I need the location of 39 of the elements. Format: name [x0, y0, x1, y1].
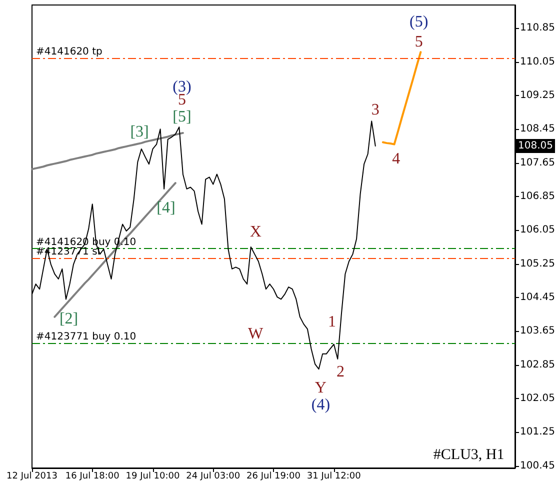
annotation: 4 — [392, 150, 400, 168]
annotation: Y — [314, 380, 327, 396]
annotation: 108.05 — [518, 140, 554, 152]
annotation: [3] — [130, 124, 149, 140]
annotation: W — [248, 326, 264, 342]
annotation: (4) — [311, 396, 330, 414]
y-tick-label: 105.25 — [520, 258, 556, 270]
y-tick-label: 110.05 — [520, 56, 556, 68]
annotation: 5 — [414, 34, 423, 50]
y-tick-label: 106.05 — [520, 224, 556, 236]
ref-line-label: #4141620 tp — [36, 46, 102, 58]
y-tick-label: 104.45 — [520, 292, 556, 304]
y-tick-label: 107.65 — [520, 157, 556, 168]
annotation: (5) — [409, 14, 428, 30]
x-tick-label: 31 Jul 12:00 — [306, 472, 362, 482]
x-tick-label: 26 Jul 19:00 — [246, 472, 301, 482]
annotation: 2 — [336, 364, 345, 380]
x-tick-label: 16 Jul 18:00 — [65, 472, 120, 482]
line-series — [382, 51, 422, 146]
x-tick-label: 12 Jul 2013 — [6, 472, 58, 482]
y-tick-label: 102.05 — [520, 393, 556, 404]
y-tick-label: 103.65 — [520, 326, 556, 337]
y-tick-label: 106.85 — [520, 191, 556, 202]
annotation: [5] — [172, 108, 192, 126]
annotation: X — [250, 224, 262, 240]
ref-line-label: #4123771 buy 0.10 — [36, 331, 136, 342]
x-tick-label: 19 Jul 10:00 — [126, 472, 180, 482]
annotation: #CLU3, H1 — [433, 447, 504, 463]
y-tick-label: 101.25 — [520, 426, 556, 438]
y-tick-label: 110.85 — [520, 22, 556, 34]
y-tick-label: 102.85 — [520, 359, 556, 370]
annotation: [4] — [156, 200, 176, 216]
annotation: [2] — [59, 310, 78, 328]
annotation: 1 — [328, 314, 336, 330]
x-tick-label: 24 Jul 03:00 — [186, 472, 240, 482]
y-tick-label: 108.45 — [520, 124, 556, 135]
y-tick-label: 109.25 — [520, 90, 556, 101]
annotation: 3 — [371, 102, 380, 118]
y-tick-label: 100.45 — [520, 460, 556, 472]
